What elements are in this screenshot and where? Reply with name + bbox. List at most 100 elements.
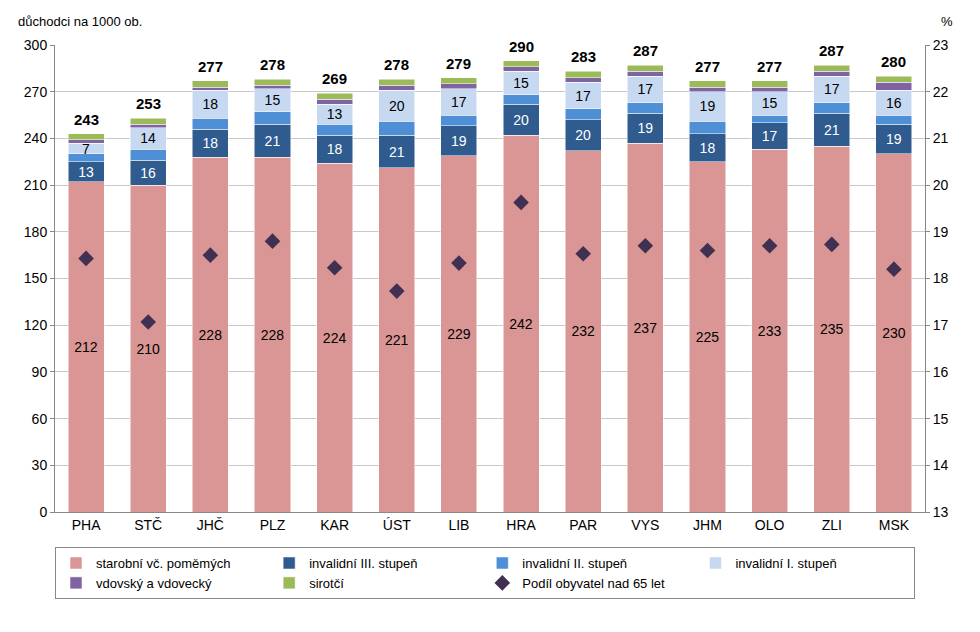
svg-text:210: 210 — [136, 341, 160, 357]
svg-text:15: 15 — [762, 95, 778, 111]
svg-text:20: 20 — [513, 112, 529, 128]
svg-text:230: 230 — [882, 325, 906, 341]
svg-text:232: 232 — [571, 323, 595, 339]
svg-text:180: 180 — [24, 224, 48, 240]
svg-text:18: 18 — [933, 270, 949, 286]
svg-text:invalidní II. stupeň: invalidní II. stupeň — [522, 556, 627, 571]
svg-text:19: 19 — [933, 224, 949, 240]
svg-text:242: 242 — [509, 316, 533, 332]
svg-text:17: 17 — [575, 88, 591, 104]
svg-text:279: 279 — [446, 55, 471, 72]
svg-text:21: 21 — [933, 130, 949, 146]
svg-text:invalidní I. stupeň: invalidní I. stupeň — [735, 556, 836, 571]
svg-text:16: 16 — [933, 364, 949, 380]
svg-text:269: 269 — [322, 70, 347, 87]
svg-text:JHM: JHM — [693, 517, 722, 533]
svg-text:ZLI: ZLI — [822, 517, 842, 533]
svg-text:300: 300 — [24, 37, 48, 53]
svg-text:253: 253 — [136, 95, 161, 112]
svg-text:17: 17 — [824, 81, 840, 97]
svg-text:221: 221 — [385, 332, 409, 348]
svg-text:LIB: LIB — [448, 517, 469, 533]
svg-text:22: 22 — [933, 84, 949, 100]
svg-text:210: 210 — [24, 177, 48, 193]
svg-text:7: 7 — [82, 141, 90, 157]
svg-text:starobní vč. poměmých: starobní vč. poměmých — [96, 556, 230, 571]
svg-text:287: 287 — [633, 42, 658, 59]
svg-text:270: 270 — [24, 84, 48, 100]
svg-text:%: % — [941, 14, 953, 29]
svg-text:240: 240 — [24, 130, 48, 146]
svg-text:OLO: OLO — [755, 517, 785, 533]
svg-text:235: 235 — [820, 321, 844, 337]
svg-text:237: 237 — [634, 320, 658, 336]
svg-text:243: 243 — [74, 111, 99, 128]
svg-text:14: 14 — [140, 130, 156, 146]
svg-text:90: 90 — [32, 364, 48, 380]
svg-text:PLZ: PLZ — [260, 517, 286, 533]
svg-text:13: 13 — [78, 164, 94, 180]
svg-text:277: 277 — [198, 58, 223, 75]
svg-text:JHČ: JHČ — [197, 517, 224, 533]
svg-text:21: 21 — [265, 133, 281, 149]
svg-text:KAR: KAR — [320, 517, 349, 533]
svg-text:233: 233 — [758, 323, 782, 339]
svg-text:212: 212 — [74, 339, 98, 355]
svg-text:Podíl obyvatel nad 65 let: Podíl obyvatel nad 65 let — [522, 576, 665, 591]
svg-text:15: 15 — [513, 75, 529, 91]
svg-text:STČ: STČ — [134, 517, 162, 533]
svg-text:19: 19 — [886, 131, 902, 147]
svg-text:HRA: HRA — [506, 517, 536, 533]
svg-text:PAR: PAR — [569, 517, 597, 533]
svg-text:PHA: PHA — [72, 517, 101, 533]
svg-text:228: 228 — [261, 327, 285, 343]
svg-text:14: 14 — [933, 457, 949, 473]
svg-text:280: 280 — [881, 53, 906, 70]
svg-text:277: 277 — [695, 58, 720, 75]
svg-text:287: 287 — [819, 42, 844, 59]
svg-text:278: 278 — [260, 56, 285, 73]
svg-text:23: 23 — [933, 37, 949, 53]
svg-text:17: 17 — [762, 128, 778, 144]
svg-text:VYS: VYS — [631, 517, 659, 533]
svg-text:18: 18 — [202, 96, 218, 112]
svg-text:20: 20 — [575, 127, 591, 143]
svg-text:18: 18 — [700, 140, 716, 156]
svg-text:MSK: MSK — [879, 517, 910, 533]
svg-text:0: 0 — [39, 504, 47, 520]
svg-text:120: 120 — [24, 317, 48, 333]
svg-text:20: 20 — [933, 177, 949, 193]
svg-text:důchodci na 1000 ob.: důchodci na 1000 ob. — [18, 14, 142, 29]
svg-text:15: 15 — [265, 92, 281, 108]
svg-text:19: 19 — [637, 120, 653, 136]
svg-text:228: 228 — [199, 327, 223, 343]
svg-text:18: 18 — [327, 141, 343, 157]
svg-text:60: 60 — [32, 411, 48, 427]
svg-text:21: 21 — [824, 122, 840, 138]
svg-text:13: 13 — [933, 504, 949, 520]
svg-text:20: 20 — [389, 98, 405, 114]
svg-text:224: 224 — [323, 330, 347, 346]
svg-text:225: 225 — [696, 329, 720, 345]
svg-text:invalidní III. stupeň: invalidní III. stupeň — [309, 556, 417, 571]
svg-text:290: 290 — [509, 38, 534, 55]
svg-text:sirotčí: sirotčí — [309, 576, 344, 591]
svg-text:21: 21 — [389, 144, 405, 160]
svg-text:30: 30 — [32, 457, 48, 473]
svg-text:283: 283 — [571, 48, 596, 65]
svg-text:150: 150 — [24, 270, 48, 286]
svg-text:vdovský a vdovecký: vdovský a vdovecký — [96, 576, 212, 591]
svg-text:ÚST: ÚST — [383, 517, 411, 533]
svg-text:16: 16 — [886, 95, 902, 111]
svg-text:17: 17 — [637, 81, 653, 97]
svg-text:229: 229 — [447, 326, 471, 342]
svg-text:17: 17 — [933, 317, 949, 333]
svg-text:19: 19 — [451, 133, 467, 149]
svg-text:18: 18 — [202, 135, 218, 151]
svg-text:19: 19 — [700, 98, 716, 114]
svg-text:15: 15 — [933, 411, 949, 427]
svg-text:16: 16 — [140, 165, 156, 181]
svg-text:17: 17 — [451, 94, 467, 110]
svg-text:277: 277 — [757, 58, 782, 75]
svg-text:13: 13 — [327, 106, 343, 122]
